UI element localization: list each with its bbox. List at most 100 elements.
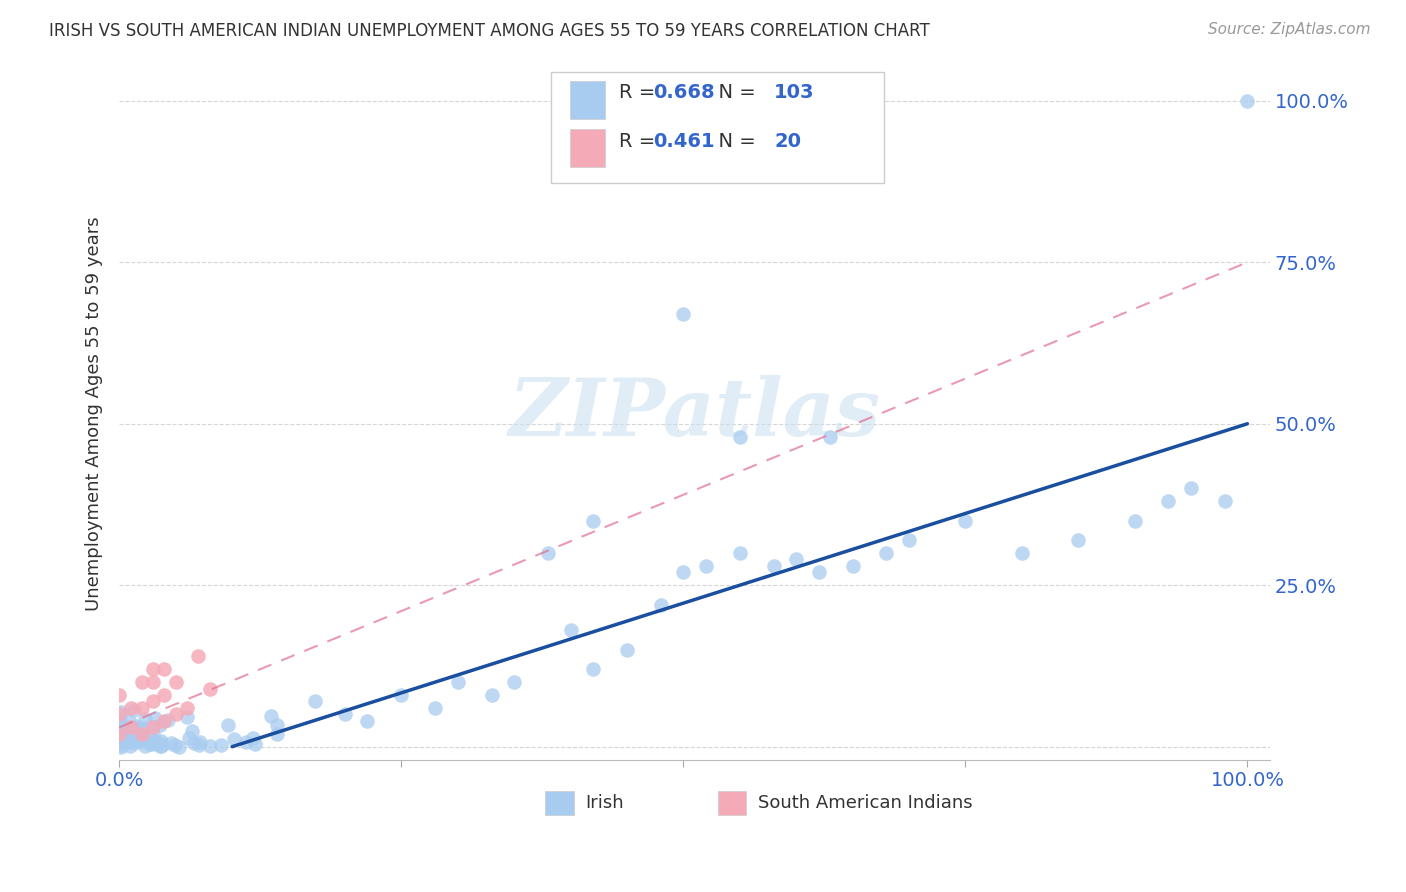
- Text: 0.668: 0.668: [654, 83, 714, 103]
- Point: [131, 732, 153, 747]
- Point: [134, 711, 156, 725]
- Point: [160, 736, 183, 750]
- Text: 103: 103: [775, 83, 814, 103]
- Point: [142, 694, 165, 708]
- Text: Source: ZipAtlas.com: Source: ZipAtlas.com: [1208, 22, 1371, 37]
- Point: [177, 731, 200, 745]
- Point: [110, 739, 132, 754]
- Point: [120, 701, 142, 715]
- Point: [582, 514, 605, 528]
- Point: [143, 711, 166, 725]
- Point: [122, 736, 145, 750]
- Point: [537, 546, 560, 560]
- Point: [187, 649, 209, 664]
- FancyBboxPatch shape: [551, 72, 884, 183]
- Point: [242, 731, 264, 745]
- Point: [134, 739, 156, 753]
- Point: [389, 688, 412, 702]
- Point: [143, 734, 166, 748]
- Point: [333, 707, 356, 722]
- Point: [807, 566, 830, 580]
- Point: [1011, 546, 1033, 560]
- Point: [118, 714, 141, 729]
- Point: [153, 714, 176, 728]
- Point: [150, 739, 173, 754]
- Point: [841, 558, 863, 573]
- Text: Irish: Irish: [585, 794, 624, 812]
- Point: [153, 688, 176, 702]
- Point: [149, 736, 172, 750]
- Text: 0.461: 0.461: [654, 132, 714, 151]
- Point: [115, 723, 138, 738]
- Point: [135, 721, 157, 735]
- Point: [115, 723, 138, 737]
- Point: [1067, 533, 1090, 547]
- Point: [131, 701, 153, 715]
- Point: [897, 533, 920, 547]
- Point: [235, 735, 257, 749]
- Text: N =: N =: [706, 83, 762, 103]
- Point: [695, 558, 717, 573]
- Point: [187, 738, 209, 752]
- Point: [157, 713, 180, 727]
- Point: [176, 710, 198, 724]
- Point: [224, 732, 246, 747]
- Point: [503, 675, 526, 690]
- Point: [108, 707, 131, 722]
- Point: [124, 731, 146, 746]
- Point: [447, 675, 470, 690]
- Point: [124, 732, 146, 747]
- Text: R =: R =: [619, 132, 661, 151]
- Point: [150, 738, 173, 752]
- Point: [153, 662, 176, 676]
- Point: [785, 552, 807, 566]
- Point: [117, 726, 139, 740]
- Point: [125, 731, 148, 745]
- Bar: [571, 129, 605, 168]
- Point: [1213, 494, 1236, 508]
- Y-axis label: Unemployment Among Ages 55 to 59 years: Unemployment Among Ages 55 to 59 years: [86, 217, 103, 611]
- Point: [111, 735, 134, 749]
- Point: [128, 729, 150, 743]
- Point: [142, 720, 165, 734]
- Point: [121, 727, 143, 741]
- Point: [128, 734, 150, 748]
- Point: [118, 739, 141, 753]
- Point: [108, 714, 131, 728]
- Point: [149, 739, 172, 754]
- Point: [304, 693, 326, 707]
- Point: [108, 727, 131, 741]
- Point: [818, 430, 841, 444]
- Point: [209, 738, 232, 752]
- Point: [131, 727, 153, 741]
- Point: [356, 714, 378, 728]
- Point: [1157, 494, 1180, 508]
- Point: [117, 730, 139, 744]
- Point: [266, 718, 288, 732]
- Point: [1180, 481, 1202, 495]
- Point: [582, 662, 605, 676]
- Point: [728, 546, 751, 560]
- Point: [183, 736, 205, 750]
- Point: [198, 681, 221, 696]
- Point: [124, 723, 146, 737]
- Point: [112, 717, 135, 731]
- Point: [110, 706, 132, 720]
- Point: [165, 675, 187, 690]
- Point: [120, 720, 142, 734]
- Point: [1236, 94, 1258, 108]
- Point: [149, 718, 172, 732]
- Point: [188, 734, 211, 748]
- Point: [129, 721, 152, 735]
- Point: [728, 430, 751, 444]
- Point: [115, 723, 138, 738]
- Point: [167, 739, 190, 754]
- Point: [1123, 514, 1146, 528]
- Text: 20: 20: [775, 132, 801, 151]
- Point: [117, 735, 139, 749]
- Point: [260, 709, 283, 723]
- Point: [149, 734, 172, 748]
- Bar: [571, 80, 605, 119]
- Text: R =: R =: [619, 83, 661, 103]
- Point: [110, 738, 132, 752]
